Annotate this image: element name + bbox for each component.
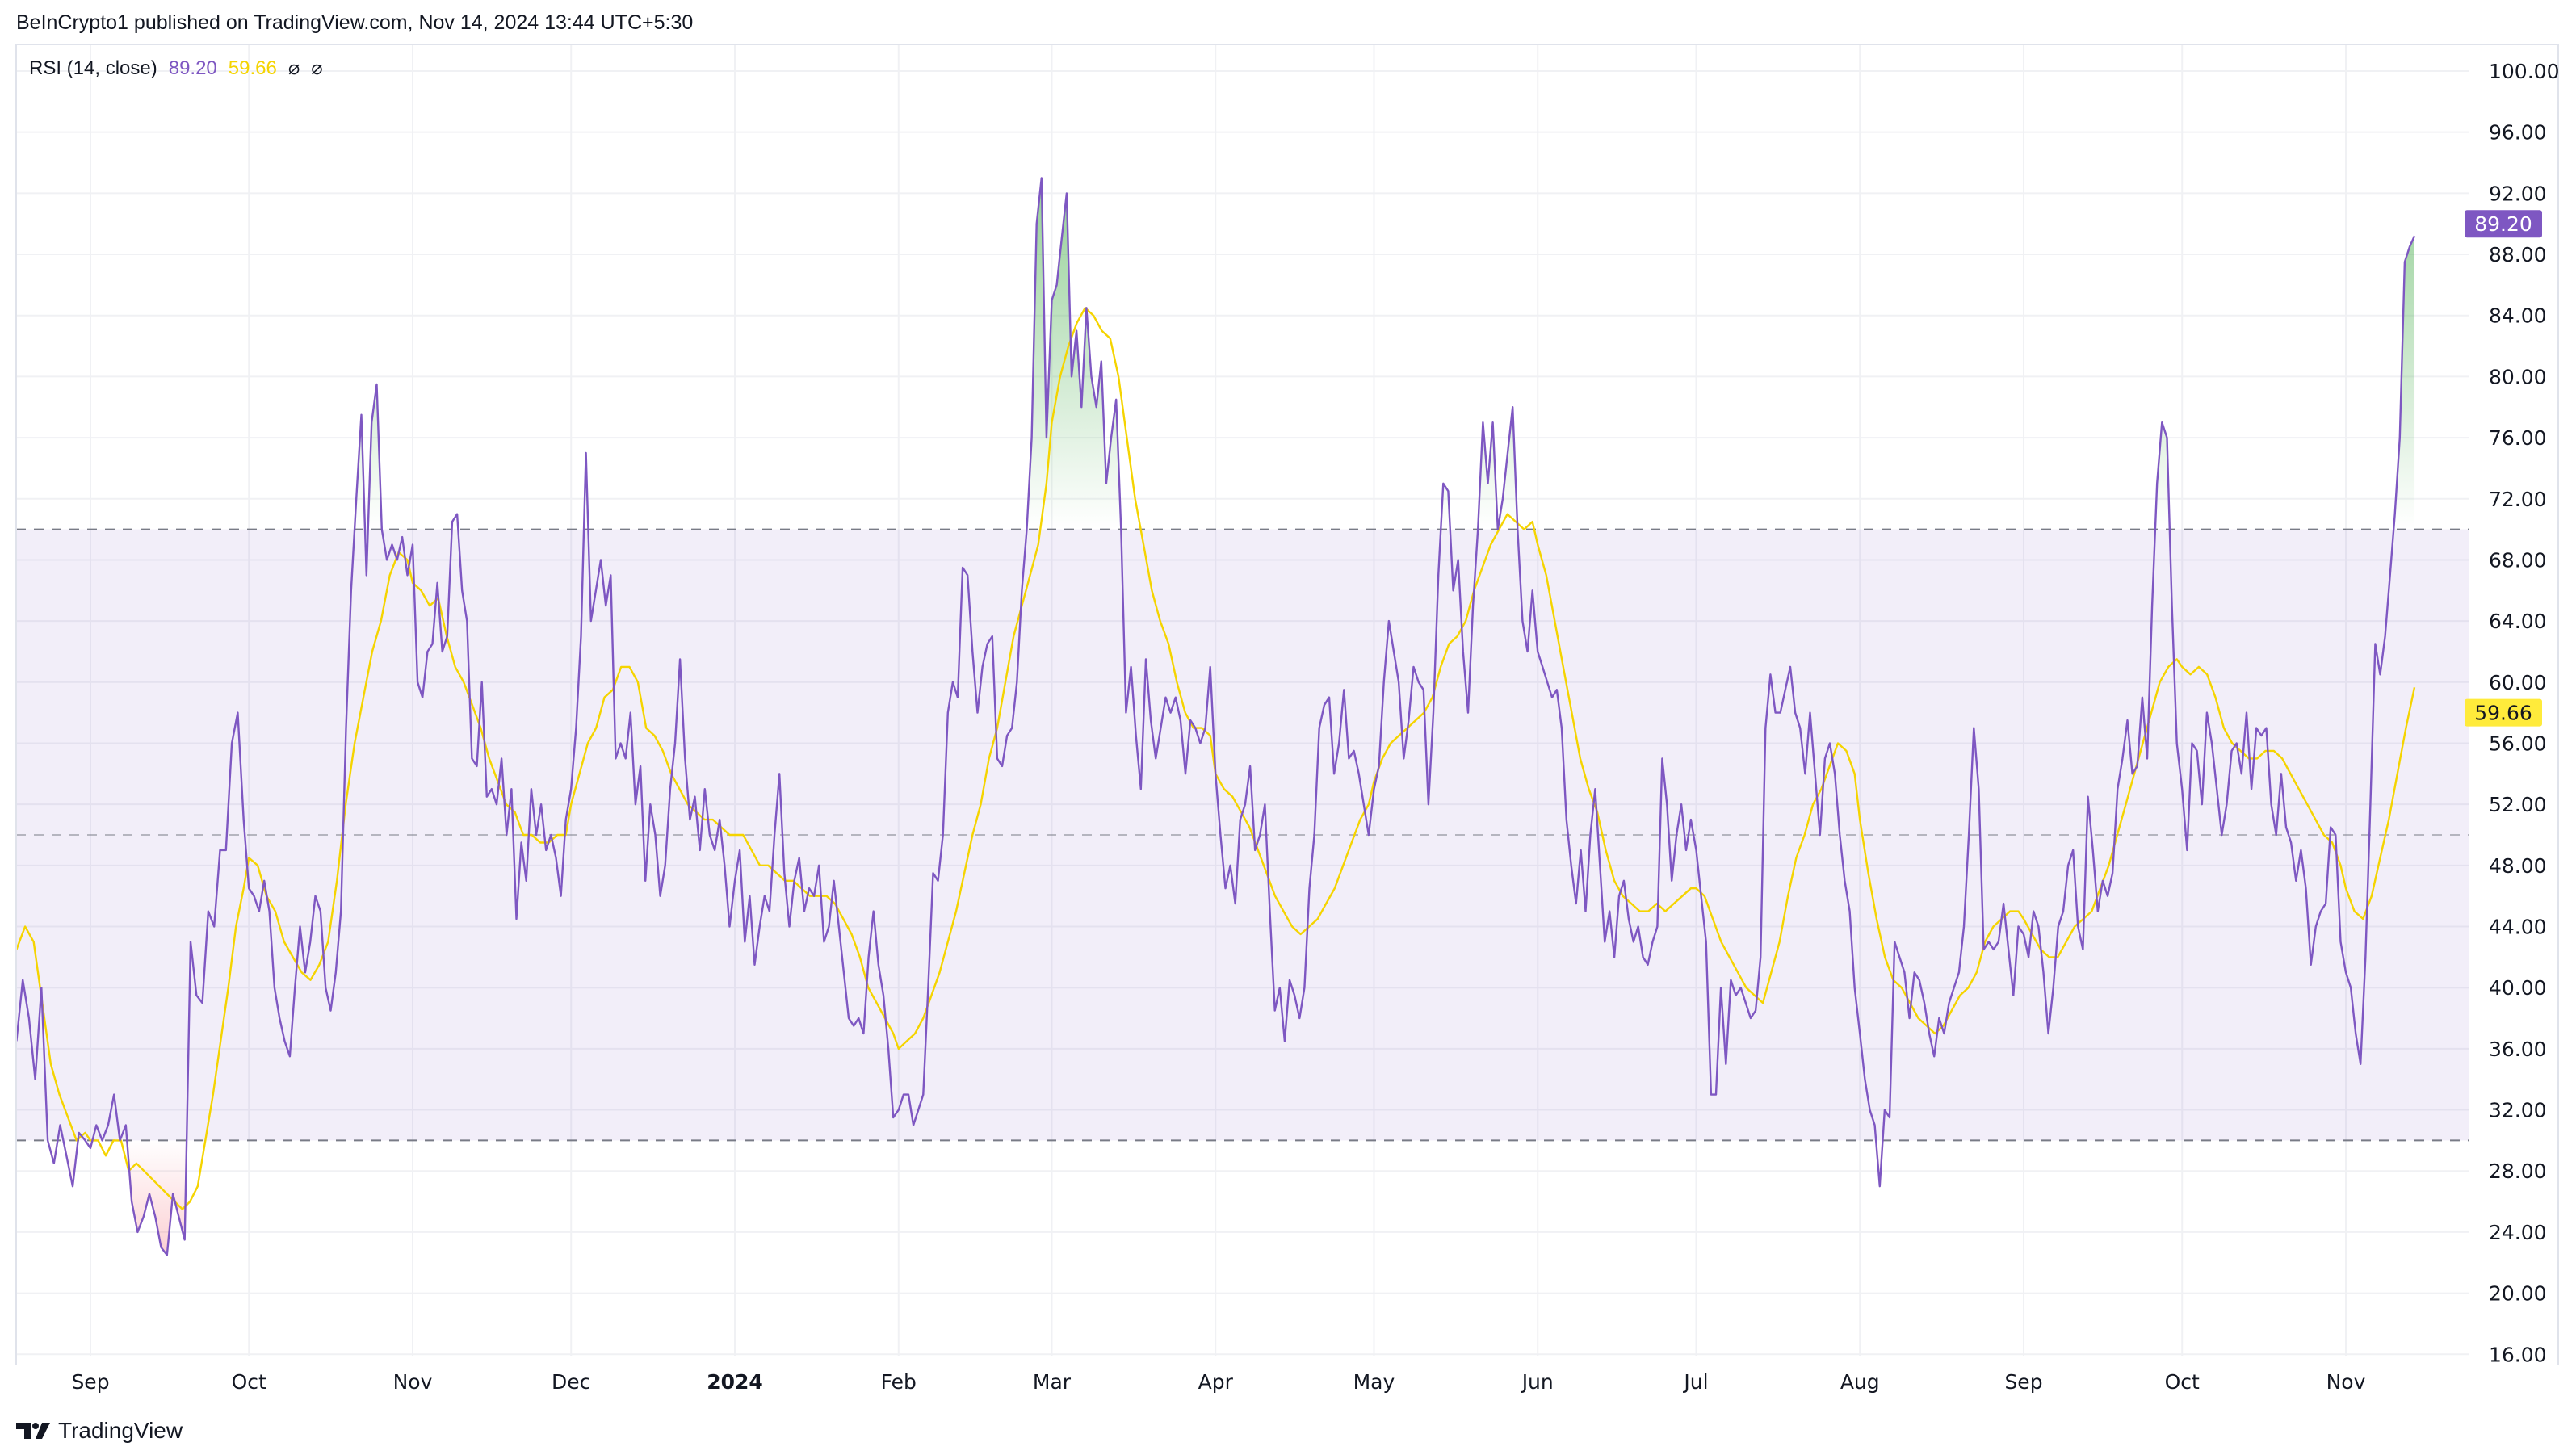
y-tick-label: 28.00 (2489, 1159, 2547, 1183)
publish-header: BeInCrypto1 published on TradingView.com… (16, 11, 694, 34)
legend-symbol-icon: ⌀ (311, 57, 323, 79)
indicator-legend[interactable]: RSI (14, close) 89.20 59.66 ⌀ ⌀ (29, 57, 323, 80)
tradingview-logo[interactable]: TradingView (16, 1418, 183, 1444)
y-tick-label: 36.00 (2489, 1038, 2547, 1061)
legend-ma-value: 59.66 (228, 57, 277, 79)
x-tick-label: Oct (2165, 1370, 2200, 1394)
x-tick-label: 2024 (707, 1370, 763, 1394)
y-tick-label: 56.00 (2489, 732, 2547, 755)
x-tick-label: Jun (1521, 1370, 1554, 1394)
y-tick-label: 80.00 (2489, 365, 2547, 388)
ma-last-value-badge (2465, 698, 2542, 727)
y-tick-label: 76.00 (2489, 426, 2547, 450)
y-tick-label: 60.00 (2489, 671, 2547, 694)
y-tick-label: 64.00 (2489, 610, 2547, 633)
tradingview-logo-icon (16, 1423, 50, 1439)
legend-title: RSI (14, close) (29, 57, 157, 79)
y-tick-label: 16.00 (2489, 1343, 2547, 1366)
y-tick-label: 52.00 (2489, 793, 2547, 816)
x-tick-label: Sep (71, 1370, 109, 1394)
legend-rsi-value: 89.20 (168, 57, 217, 79)
x-tick-label: Sep (2004, 1370, 2042, 1394)
x-tick-label: May (1353, 1370, 1395, 1394)
time-axis[interactable]: Sep Oct Nov Dec 2024 Feb Mar Apr May Jun Jul Aug Sep… (71, 1370, 2365, 1394)
x-tick-label: Dec (552, 1370, 590, 1394)
x-tick-label: Oct (232, 1370, 266, 1394)
grid (16, 44, 2469, 1356)
ma-last-value-label: 59.66 (2474, 702, 2532, 725)
rsi-last-value-label: 89.20 (2474, 212, 2532, 236)
y-tick-label: 44.00 (2489, 916, 2547, 939)
legend-symbol-icon: ⌀ (287, 57, 300, 79)
y-tick-label: 24.00 (2489, 1221, 2547, 1244)
rsi-ma-line (16, 307, 2416, 1210)
y-tick-label: 92.00 (2489, 182, 2547, 205)
x-tick-label: Feb (881, 1370, 917, 1394)
x-tick-label: Jul (1682, 1370, 1708, 1394)
y-tick-label: 84.00 (2489, 304, 2547, 328)
x-tick-label: Nov (2326, 1370, 2366, 1394)
y-tick-label: 32.00 (2489, 1099, 2547, 1122)
last-value-badges: 89.20 59.66 (2465, 210, 2542, 727)
y-tick-label: 100.00 (2489, 60, 2559, 83)
rsi-last-value-badge (2465, 210, 2542, 238)
y-tick-label: 96.00 (2489, 121, 2547, 145)
y-tick-label: 48.00 (2489, 854, 2547, 878)
x-tick-label: Aug (1840, 1370, 1880, 1394)
y-tick-label: 72.00 (2489, 488, 2547, 511)
x-tick-label: Apr (1198, 1370, 1234, 1394)
y-tick-label: 20.00 (2489, 1282, 2547, 1306)
y-tick-label: 40.00 (2489, 976, 2547, 1000)
price-axis[interactable]: 100.00 96.00 92.00 88.00 84.00 80.00 76.00 72.0… (2489, 60, 2559, 1366)
y-tick-label: 88.00 (2489, 243, 2547, 266)
tradingview-logo-text: TradingView (58, 1418, 183, 1443)
y-tick-label: 68.00 (2489, 548, 2547, 572)
x-tick-label: Nov (393, 1370, 433, 1394)
rsi-line (16, 177, 2416, 1256)
x-tick-label: Mar (1033, 1370, 1072, 1394)
